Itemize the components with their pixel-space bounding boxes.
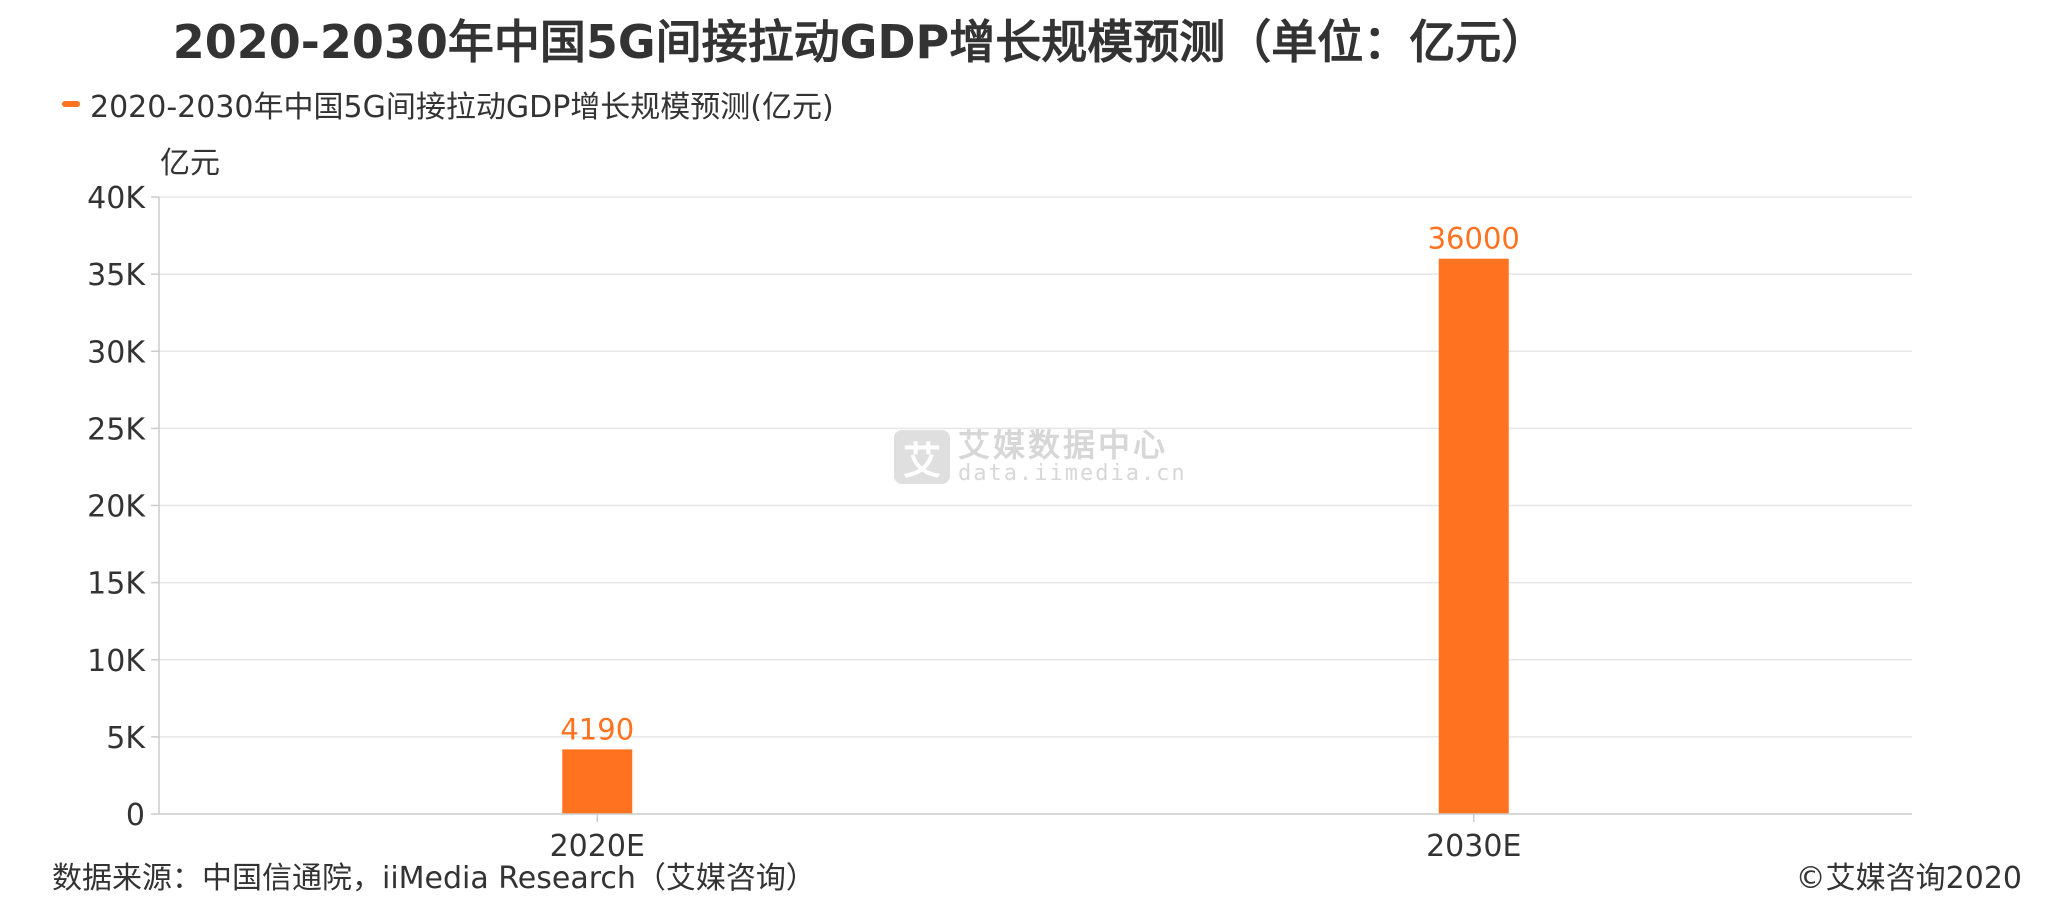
watermark: 艾 艾媒数据中心 data.iimedia.cn xyxy=(894,428,1187,486)
legend[interactable]: 2020-2030年中国5G间接拉动GDP增长规模预测(亿元) xyxy=(62,82,834,126)
chart-title: 2020-2030年中国5G间接拉动GDP增长规模预测（单位：亿元） xyxy=(172,15,1548,69)
y-tick-label: 40K xyxy=(87,181,146,216)
y-tick-label: 20K xyxy=(87,490,146,525)
y-axis-ticks: 0 5K 10K 15K 20K 25K 30K 35K 40K xyxy=(87,181,159,833)
watermark-en-text: data.iimedia.cn xyxy=(958,461,1187,486)
y-tick-label: 10K xyxy=(87,644,146,679)
data-source-note: 数据来源：中国信通院，iiMedia Research（艾媒咨询） xyxy=(52,861,816,896)
axes xyxy=(158,197,1912,815)
grid-lines xyxy=(159,196,1912,738)
bar xyxy=(1438,258,1509,814)
y-tick-label: 25K xyxy=(87,412,146,447)
legend-swatch xyxy=(62,101,80,107)
copyright-note: ©艾媒咨询2020 xyxy=(1795,861,2022,896)
x-tick-label: 2020E xyxy=(550,829,645,864)
y-tick-label: 35K xyxy=(87,258,146,293)
y-tick-label: 15K xyxy=(87,567,146,602)
watermark-cn-text: 艾媒数据中心 xyxy=(958,426,1169,464)
data-label: 4190 xyxy=(560,712,634,746)
legend-label: 2020-2030年中国5G间接拉动GDP增长规模预测(亿元) xyxy=(90,90,834,125)
y-tick-label: 5K xyxy=(106,721,146,756)
y-axis-unit-label: 亿元 xyxy=(160,146,220,181)
bar xyxy=(562,749,633,814)
y-tick-label: 0 xyxy=(126,798,145,833)
x-axis-ticks: 2020E 2030E xyxy=(550,814,1521,864)
data-labels: 4190 36000 xyxy=(560,222,1520,747)
x-tick-label: 2030E xyxy=(1426,829,1521,864)
y-tick-label: 30K xyxy=(87,335,146,370)
bars xyxy=(562,258,1509,814)
data-label: 36000 xyxy=(1428,222,1520,256)
watermark-logo-icon: 艾 xyxy=(894,430,950,484)
